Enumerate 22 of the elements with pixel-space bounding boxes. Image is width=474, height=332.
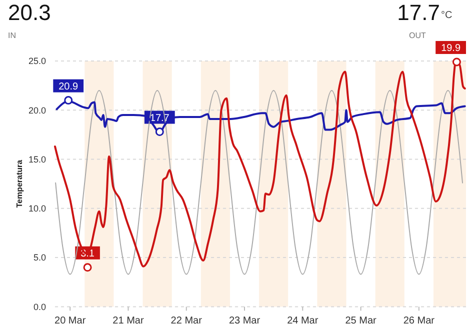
y-tick-label: 5.0 xyxy=(33,252,46,263)
line-series xyxy=(55,90,464,275)
text: IN xyxy=(8,31,16,40)
x-tick-label: 20 Mar xyxy=(54,316,86,327)
annotation: 20.9 xyxy=(58,81,79,92)
y-axis-title: Temperatura xyxy=(15,159,24,208)
text: °C xyxy=(441,10,452,21)
x-tick-label: 22 Mar xyxy=(170,316,203,327)
y-tick-label: 20.0 xyxy=(28,105,46,116)
annotation: 19.9 xyxy=(441,42,461,54)
y-tick-label: 0.0 xyxy=(33,302,46,312)
text: 17.7 xyxy=(397,0,440,25)
x-tick-label: 26 Mar xyxy=(403,316,436,327)
y-tick-label: 10.0 xyxy=(28,204,46,214)
y-tick-label: 15.0 xyxy=(28,154,46,164)
x-tick-label: 21 Mar xyxy=(112,316,144,327)
x-tick-label: 24 Mar xyxy=(287,316,319,327)
x-tick-label: 23 Mar xyxy=(228,316,261,327)
text: 20.3 xyxy=(8,0,51,25)
y-tick-label: 25.0 xyxy=(28,56,46,66)
text: OUT xyxy=(409,31,426,40)
x-tick-label: 25 Mar xyxy=(345,316,378,327)
